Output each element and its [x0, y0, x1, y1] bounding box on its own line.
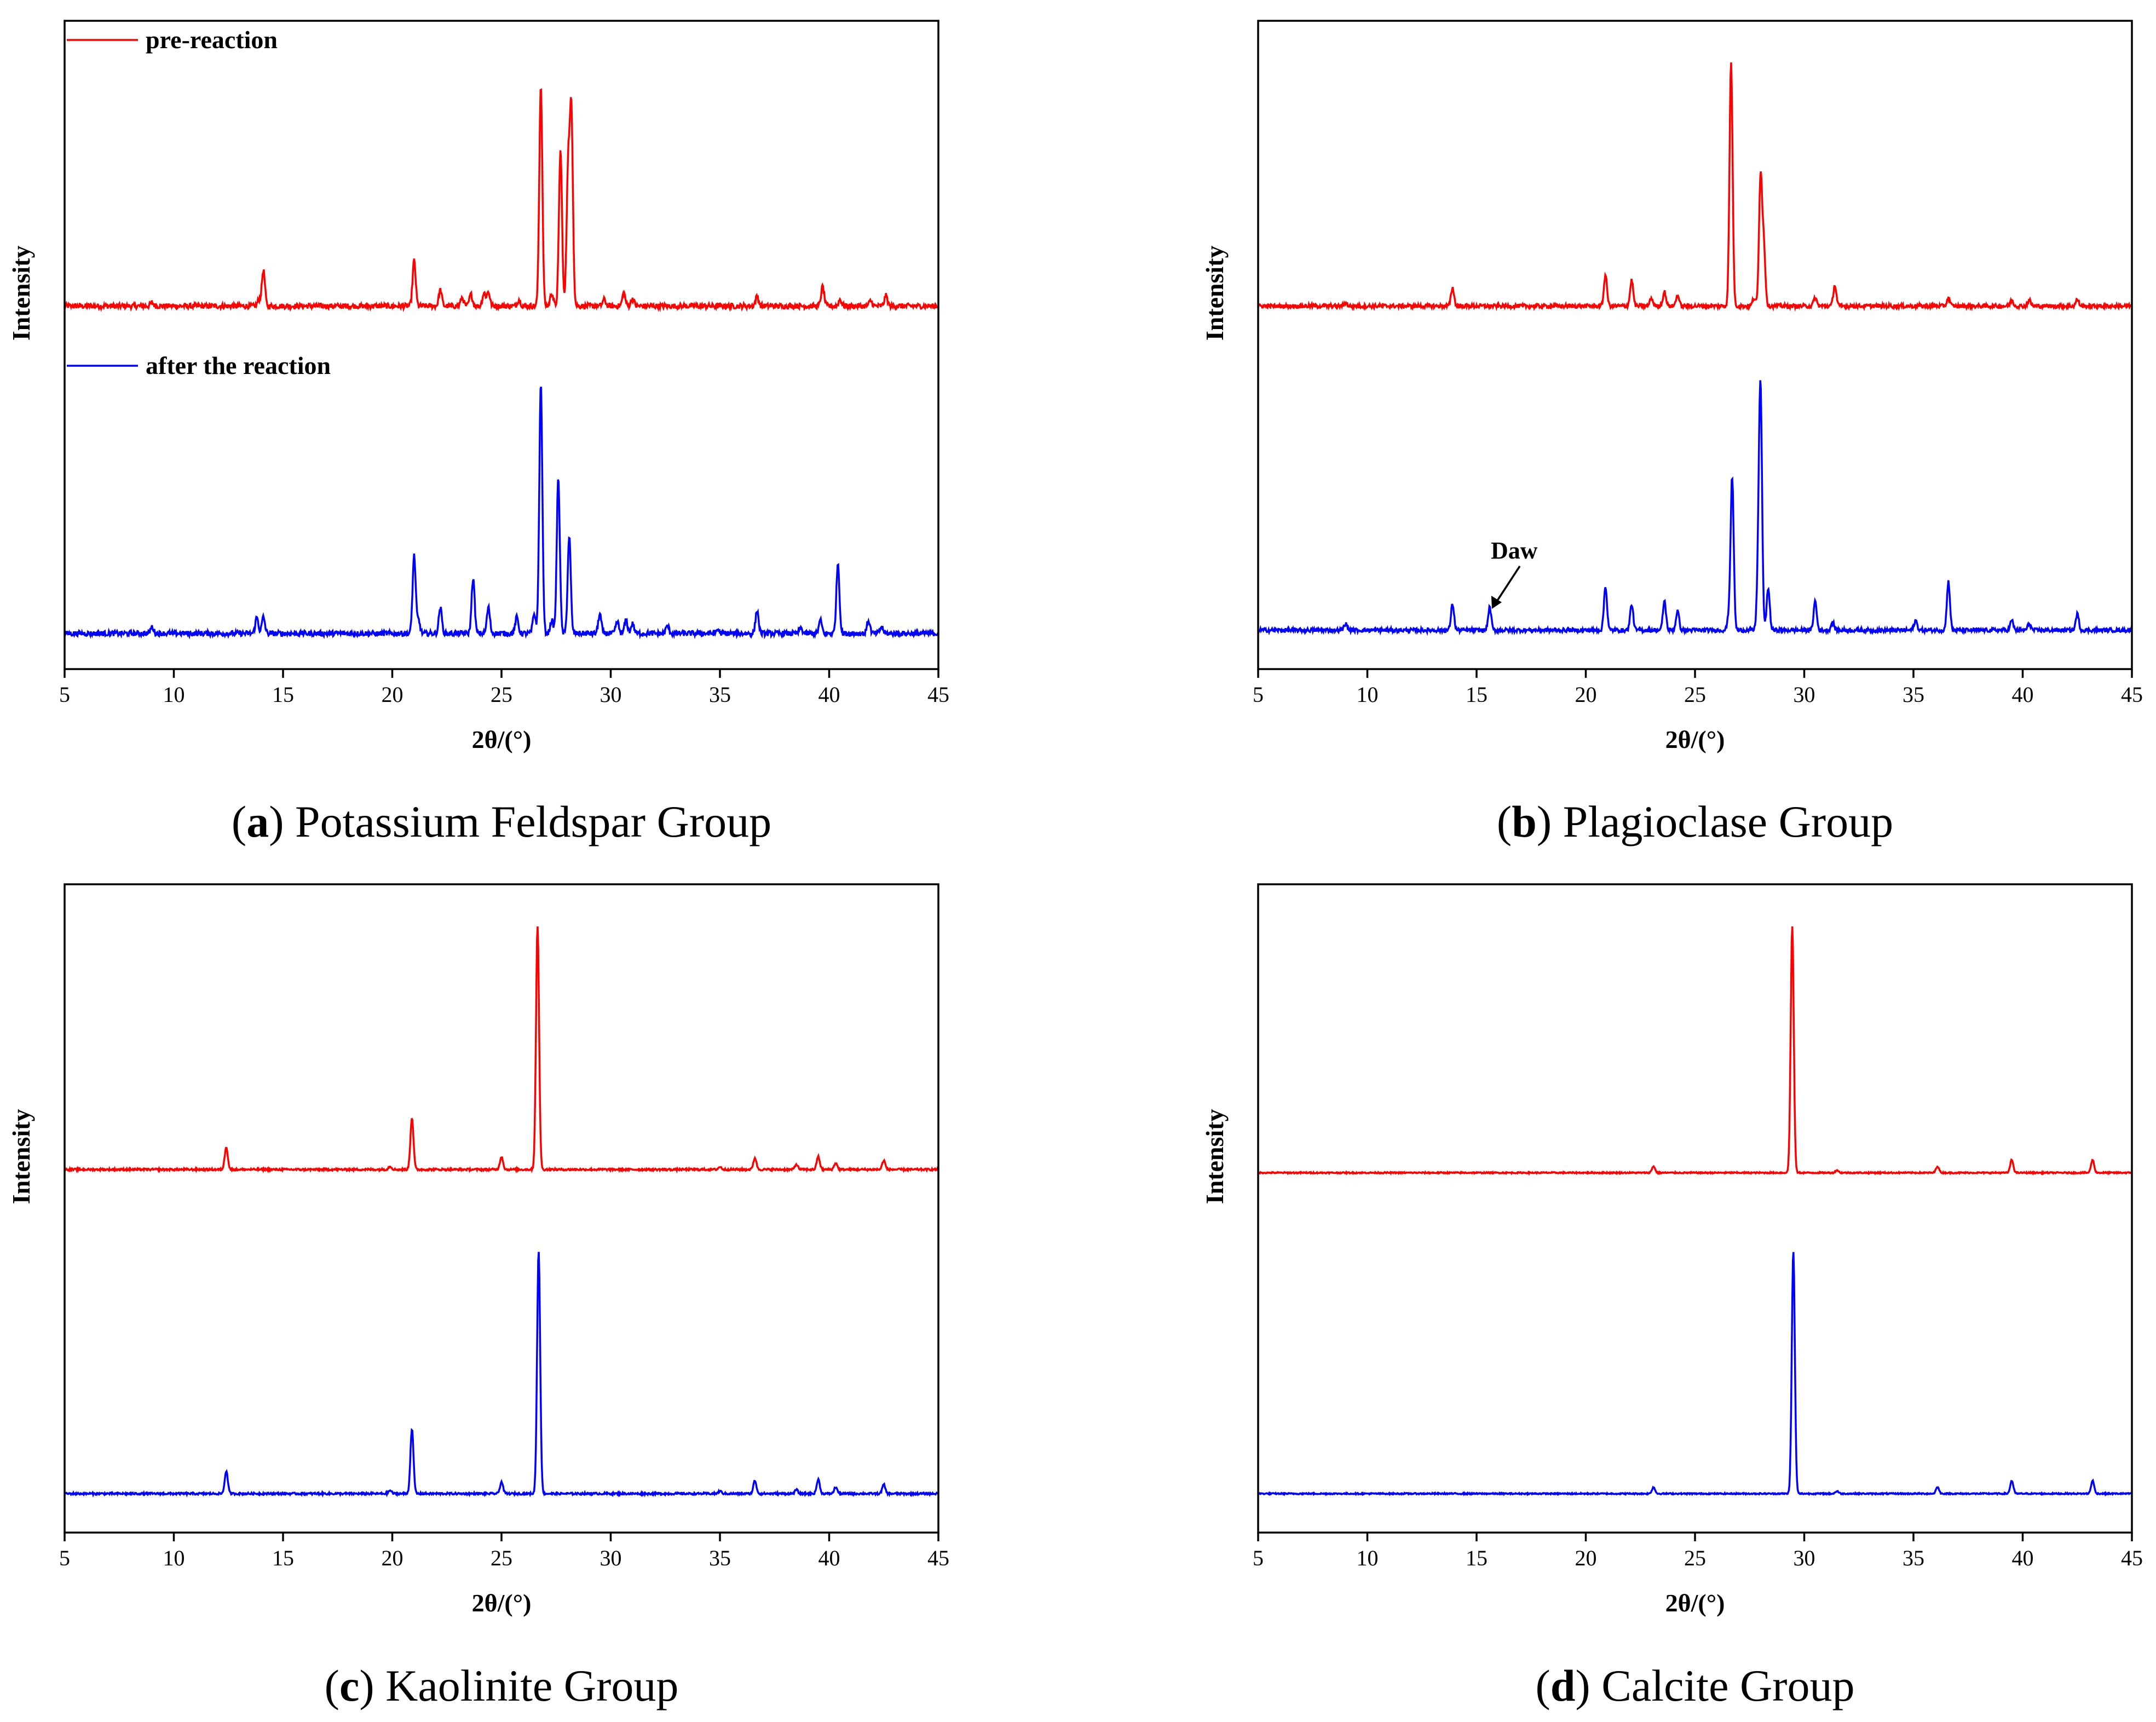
- y-axis-label: Intensity: [7, 1109, 35, 1204]
- x-tick-label: 30: [1794, 682, 1815, 707]
- x-tick-label: 5: [1253, 1546, 1264, 1570]
- x-tick-label: 40: [818, 1546, 840, 1570]
- x-tick-label: 5: [1253, 682, 1264, 707]
- caption-close: ): [269, 797, 295, 846]
- legend-label-pre-reaction: pre-reaction: [146, 26, 278, 54]
- x-tick-label: 45: [2121, 682, 2143, 707]
- caption-letter: a: [246, 797, 269, 846]
- x-tick-label: 15: [1466, 682, 1488, 707]
- caption-letter: d: [1550, 1661, 1576, 1711]
- x-tick-label: 40: [818, 682, 840, 707]
- x-tick-label: 40: [2012, 682, 2034, 707]
- x-tick-label: 45: [2121, 1546, 2143, 1570]
- x-tick-label: 25: [1684, 682, 1706, 707]
- x-tick-label: 10: [163, 1546, 185, 1570]
- caption-close: ): [359, 1661, 385, 1711]
- caption-title: Potassium Feldspar Group: [295, 797, 771, 846]
- x-tick-label: 15: [272, 1546, 294, 1570]
- series-line-after-reaction: [64, 1252, 939, 1498]
- caption-open: (: [232, 797, 246, 846]
- x-axis-label: 2θ/(°): [1665, 725, 1725, 753]
- series-line-pre-reaction: [64, 88, 939, 313]
- caption-close: ): [1537, 797, 1563, 846]
- x-tick-label: 20: [1575, 1546, 1597, 1570]
- panel-caption: (a) Potassium Feldspar Group: [232, 797, 771, 846]
- caption-title: Kaolinite Group: [385, 1661, 678, 1711]
- x-tick-label: 5: [59, 1546, 70, 1570]
- plot-frame: [64, 20, 939, 670]
- series-line-after-reaction: [64, 386, 939, 640]
- panel-caption: (d) Calcite Group: [1536, 1661, 1855, 1711]
- x-tick-label: 45: [927, 682, 949, 707]
- panel-c: 5 10 15 20 25 30 35 40 45 2θ/(°) Intensity (c) Kaol…: [7, 883, 949, 1711]
- x-tick-label: 20: [1575, 682, 1597, 707]
- y-axis-label: Intensity: [1201, 245, 1229, 341]
- x-tick-label: 45: [927, 1546, 949, 1570]
- plot-frame: [64, 883, 939, 1534]
- annotation-label: Daw: [1491, 537, 1538, 564]
- panel-caption: (c) Kaolinite Group: [325, 1661, 679, 1711]
- x-tick-label: 35: [709, 1546, 731, 1570]
- x-tick-label: 20: [382, 1546, 403, 1570]
- x-tick-label: 10: [163, 682, 185, 707]
- x-axis-label: 2θ/(°): [472, 725, 532, 753]
- x-tick-label: 25: [491, 1546, 512, 1570]
- x-tick-label: 10: [1357, 682, 1379, 707]
- x-tick-label: 35: [1903, 1546, 1924, 1570]
- caption-close: ): [1575, 1661, 1601, 1711]
- x-tick-label: 15: [272, 682, 294, 707]
- panel-b: 5 10 15 20 25 30 35 40 45 2θ/(°) Intensity Daw (b) P…: [1201, 20, 2143, 846]
- legend-label-after-reaction: after the reaction: [146, 352, 331, 379]
- panel-a: 5 10 15 20 25 30 35 40 45 2θ/(°) Intensity pre-reac…: [7, 20, 949, 846]
- plot-frame: [1257, 883, 2133, 1534]
- series-line-after-reaction: [1257, 380, 2133, 636]
- y-axis-label: Intensity: [7, 245, 35, 341]
- plot-frame: [1257, 20, 2133, 670]
- annotation-arrowhead: [1491, 596, 1502, 609]
- x-tick-label: 10: [1357, 1546, 1379, 1570]
- x-tick-label: 5: [59, 682, 70, 707]
- panel-caption: (b) Plagioclase Group: [1497, 797, 1893, 846]
- caption-open: (: [1497, 797, 1512, 846]
- x-tick-label: 35: [709, 682, 731, 707]
- caption-open: (: [1536, 1661, 1550, 1711]
- x-tick-label: 30: [600, 682, 622, 707]
- series-line-pre-reaction: [1257, 926, 2133, 1176]
- panel-d: 5 10 15 20 25 30 35 40 45 2θ/(°) Intensity (d) Calc…: [1201, 883, 2143, 1711]
- x-axis-label: 2θ/(°): [1665, 1589, 1725, 1617]
- annotation-arrow: [1493, 566, 1521, 606]
- x-tick-label: 25: [1684, 1546, 1706, 1570]
- caption-open: (: [325, 1661, 339, 1711]
- caption-letter: c: [339, 1661, 359, 1711]
- series-line-after-reaction: [1258, 1252, 2132, 1497]
- x-axis-label: 2θ/(°): [472, 1589, 532, 1617]
- caption-title: Calcite Group: [1601, 1661, 1854, 1711]
- x-tick-label: 40: [2012, 1546, 2034, 1570]
- caption-title: Plagioclase Group: [1563, 797, 1893, 846]
- series-line-pre-reaction: [64, 926, 939, 1174]
- caption-letter: b: [1512, 797, 1537, 846]
- x-tick-label: 30: [600, 1546, 622, 1570]
- series-line-pre-reaction: [1257, 62, 2133, 312]
- x-tick-label: 15: [1466, 1546, 1488, 1570]
- x-tick-label: 25: [491, 682, 512, 707]
- x-tick-label: 35: [1903, 682, 1924, 707]
- x-tick-label: 20: [382, 682, 403, 707]
- y-axis-label: Intensity: [1201, 1109, 1229, 1204]
- x-tick-label: 30: [1794, 1546, 1815, 1570]
